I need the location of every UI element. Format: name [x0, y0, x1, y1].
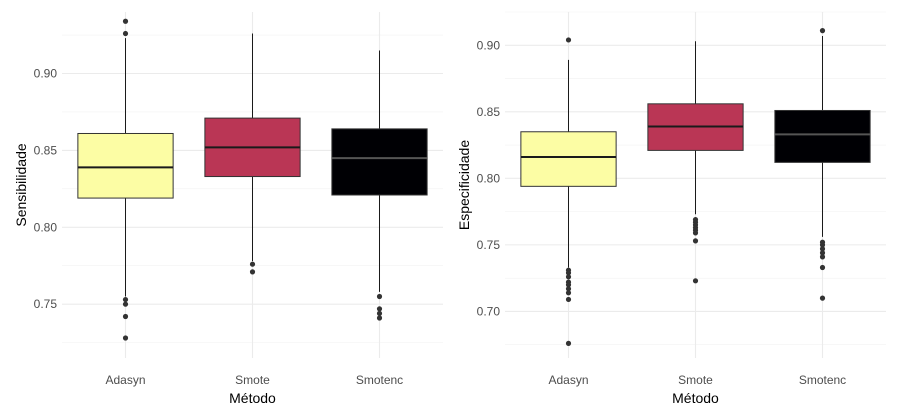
y-tick-label: 0.75: [34, 297, 58, 311]
y-axis-title: Sensibilidade: [13, 143, 29, 226]
y-tick-label: 0.80: [34, 220, 58, 234]
outlier-point: [692, 230, 699, 236]
outlier-point: [692, 278, 699, 284]
y-tick-label: 0.90: [34, 67, 58, 81]
outlier-point: [122, 301, 129, 307]
outlier-point: [122, 335, 129, 341]
sensibilidade-panel: 0.75 0.80 0.85 0.90 Adasyn Smote Smotenc Método…: [13, 12, 443, 406]
outlier-point: [565, 37, 572, 43]
outlier-point: [565, 296, 572, 303]
box-adasyn: [520, 131, 617, 187]
y-axis-title: Especificidade: [456, 140, 472, 230]
outlier-point: [565, 270, 572, 276]
y-tick-label: 0.70: [477, 304, 501, 318]
outlier-point: [122, 30, 129, 37]
outlier-point: [819, 250, 826, 256]
outlier-point: [819, 295, 826, 301]
outlier-point: [376, 306, 383, 312]
y-tick-label: 0.85: [477, 105, 501, 119]
y-tick-label: 0.90: [477, 38, 501, 52]
outlier-point: [819, 246, 826, 252]
outlier-point: [819, 264, 826, 271]
outlier-point: [565, 286, 572, 292]
y-tick-label: 0.85: [34, 143, 58, 157]
x-tick-label: Smote: [235, 373, 270, 387]
box-smotenc: [774, 109, 871, 163]
outlier-point: [819, 254, 826, 260]
outlier-point: [376, 293, 383, 300]
x-tick-label: Smotenc: [799, 373, 846, 387]
x-tick-label: Smote: [678, 373, 713, 387]
box-adasyn: [77, 132, 174, 199]
outlier-point: [249, 261, 256, 267]
y-tick-label: 0.75: [477, 238, 501, 252]
x-axis-title: Método: [672, 390, 719, 406]
x-tick-label: Adasyn: [548, 373, 588, 387]
box-smotenc: [331, 128, 428, 196]
outlier-point: [565, 282, 572, 288]
outlier-point: [249, 269, 256, 275]
especificidade-panel: 0.70 0.75 0.80 0.85 0.90 Adasyn Smote Smotenc Mé…: [456, 11, 886, 406]
outlier-point: [819, 242, 826, 248]
outlier-point: [565, 290, 572, 296]
outlier-point: [819, 28, 826, 34]
x-tick-label: Adasyn: [105, 373, 145, 387]
outlier-point: [376, 315, 383, 321]
outlier-point: [376, 310, 383, 317]
outlier-point: [692, 238, 699, 244]
outlier-point: [565, 274, 572, 280]
x-axis-title: Método: [229, 390, 276, 406]
outlier-point: [565, 340, 572, 346]
outlier-point: [122, 313, 129, 320]
outlier-point: [122, 296, 129, 303]
x-tick-label: Smotenc: [356, 373, 403, 387]
outlier-point: [122, 18, 129, 24]
y-tick-label: 0.80: [477, 171, 501, 185]
